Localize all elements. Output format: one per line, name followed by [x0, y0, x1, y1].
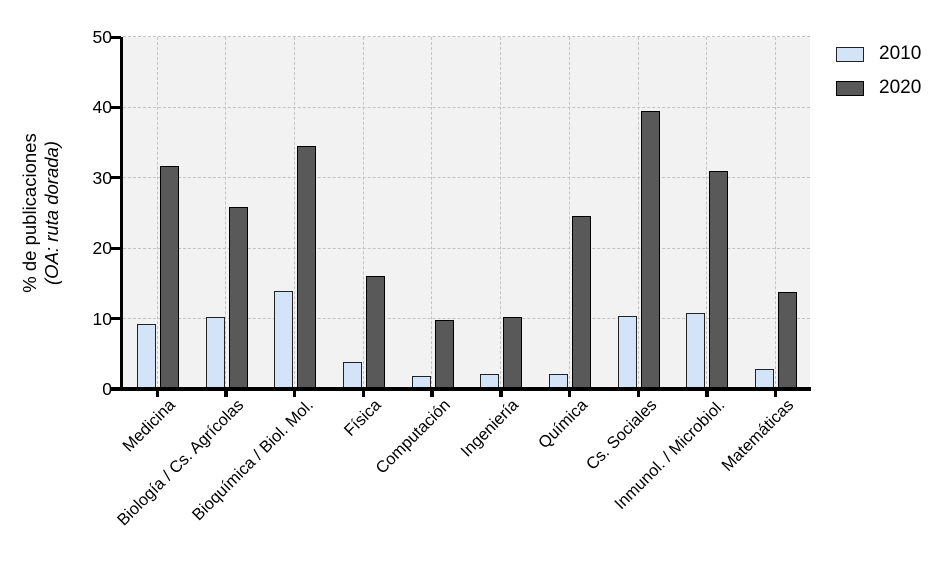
x-tick-fi-sica — [361, 387, 366, 397]
bar-2020-biologi-a-cs-agri-colas — [228, 206, 248, 389]
x-tick-label-qui-mica: Química — [535, 396, 592, 453]
plot-area — [123, 36, 810, 389]
x-tick-medicina — [155, 387, 160, 397]
y-tick-10 — [110, 317, 121, 321]
y-tick-50 — [110, 35, 121, 39]
x-tick-matema-ticas — [773, 387, 778, 397]
x-tick-qui-mica — [567, 387, 572, 397]
v-gridline-matema-ticas — [774, 37, 776, 389]
h-gridline-40 — [123, 106, 810, 108]
y-axis-line — [120, 37, 124, 390]
bar-2010-bioqui-mica-biol-mol — [274, 291, 294, 389]
v-gridline-cs-sociales — [637, 37, 639, 389]
bar-2020-medicina — [159, 165, 179, 389]
y-tick-label-10: 10 — [92, 308, 112, 329]
bar-2020-fi-sica — [365, 276, 385, 389]
v-gridline-biologi-a-cs-agri-colas — [225, 37, 227, 389]
x-tick-label-biologi-a-cs-agri-colas: Biología / Cs. Agrícolas — [114, 396, 248, 530]
y-tick-label-50: 50 — [92, 27, 112, 47]
y-axis-title: % de publicaciones (OA: ruta dorada) — [19, 133, 63, 292]
h-gridline-20 — [123, 247, 810, 249]
legend-item-2020: 2020 — [836, 78, 921, 98]
y-tick-label-0: 0 — [102, 379, 112, 399]
y-tick-label-20: 20 — [92, 238, 112, 259]
h-gridline-10 — [123, 317, 810, 319]
bar-2010-cs-sociales — [617, 315, 637, 389]
v-gridline-inmunol-microbiol — [706, 37, 708, 389]
y-axis-title-line2: (OA: ruta dorada) — [41, 141, 62, 285]
x-tick-biologi-a-cs-agri-colas — [224, 387, 228, 397]
y-tick-0 — [110, 387, 121, 391]
bar-2020-bioqui-mica-biol-mol — [297, 146, 317, 389]
x-tick-inmunol-microbiol — [705, 387, 709, 397]
bar-2020-computacio-n — [434, 320, 454, 389]
x-tick-label-bioqui-mica-biol-mol: Bioquímica / Biol. Mol. — [188, 396, 317, 525]
x-tick-bioqui-mica-biol-mol — [293, 387, 297, 397]
y-tick-40 — [110, 105, 121, 109]
v-gridline-fi-sica — [362, 37, 364, 389]
legend: 2010 2020 — [836, 44, 921, 112]
v-gridline-ingenieri-a — [500, 37, 502, 389]
x-tick-label-ingenieri-a: Ingeniería — [457, 396, 523, 461]
y-tick-label-30: 30 — [92, 167, 112, 188]
y-tick-20 — [110, 246, 121, 250]
bar-2020-inmunol-microbiol — [709, 171, 729, 389]
bar-2010-biologi-a-cs-agri-colas — [205, 317, 225, 389]
bar-2020-ingenieri-a — [503, 317, 523, 389]
legend-label-2010: 2010 — [879, 43, 922, 64]
v-gridline-computacio-n — [431, 37, 433, 389]
y-tick-30 — [110, 176, 121, 180]
x-tick-ingenieri-a — [499, 387, 503, 397]
bar-2020-cs-sociales — [640, 110, 660, 389]
bar-2020-qui-mica — [572, 215, 592, 389]
bar-2010-fi-sica — [342, 362, 362, 389]
x-tick-label-matema-ticas: Matemáticas — [718, 396, 798, 475]
legend-label-2020: 2020 — [879, 77, 922, 98]
v-gridline-medicina — [156, 37, 158, 389]
bar-2020-matema-ticas — [778, 291, 798, 389]
x-tick-label-fi-sica: Física — [341, 396, 386, 440]
h-gridline-30 — [123, 177, 810, 179]
x-tick-cs-sociales — [636, 387, 640, 397]
x-axis-line — [111, 386, 811, 391]
legend-swatch-2010 — [836, 46, 864, 62]
legend-item-2010: 2010 — [836, 44, 921, 64]
v-gridline-qui-mica — [568, 37, 570, 389]
x-tick-label-medicina: Medicina — [119, 396, 180, 456]
y-axis-title-line1: % de publicaciones — [19, 133, 40, 293]
y-tick-label-40: 40 — [92, 97, 112, 118]
bar-2010-medicina — [136, 324, 156, 389]
bar-2010-inmunol-microbiol — [686, 312, 706, 389]
v-gridline-bioqui-mica-biol-mol — [294, 37, 296, 389]
legend-swatch-2020 — [836, 80, 864, 96]
x-tick-computacio-n — [430, 387, 434, 397]
h-gridline-50 — [123, 36, 810, 38]
